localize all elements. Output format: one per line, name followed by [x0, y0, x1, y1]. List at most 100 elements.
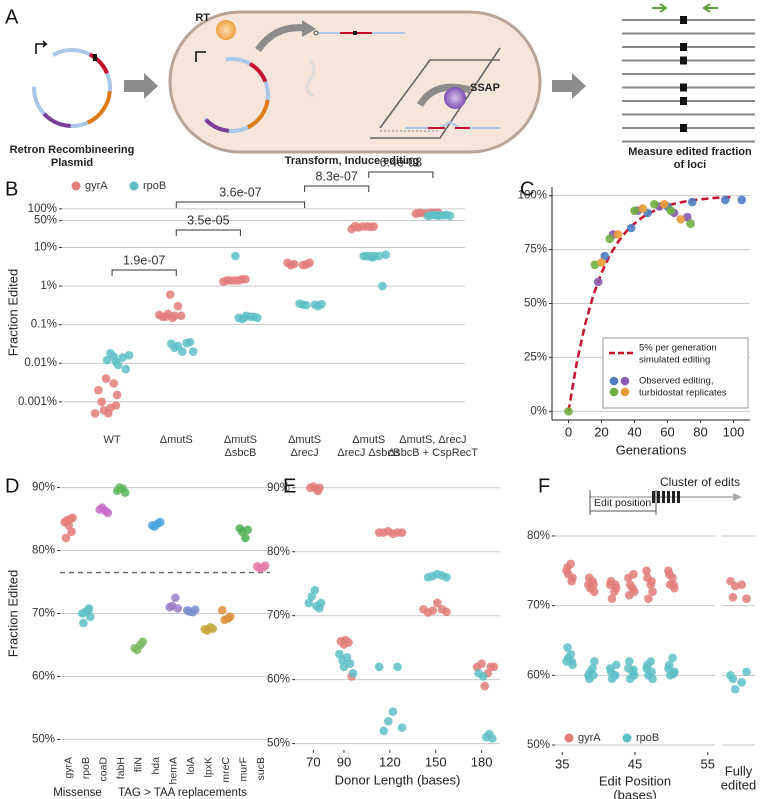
data-point: [737, 195, 747, 205]
y-tick-label: 10%: [34, 241, 57, 253]
x-tick-label: 100: [723, 424, 745, 439]
x-tick-label: 70: [306, 754, 320, 769]
data-point: [742, 594, 751, 603]
data-point: [650, 199, 659, 209]
data-point: [428, 606, 437, 615]
data-point: [567, 576, 576, 586]
data-point: [315, 483, 324, 493]
data-point: [230, 276, 239, 285]
data-point: [208, 624, 218, 633]
end: [313, 30, 319, 36]
x-tick-label: 40: [627, 424, 641, 439]
data-point: [397, 528, 407, 537]
rna: [305, 59, 316, 98]
data-point: [624, 657, 634, 666]
data-point: [686, 219, 695, 228]
data-point: [90, 409, 100, 418]
plasmid-label: Retron Recombineering: [10, 144, 135, 156]
data-point: [345, 659, 355, 668]
data-point: [489, 662, 499, 672]
legend-marker: [71, 181, 81, 191]
data-point: [222, 276, 232, 285]
data-point: [171, 593, 180, 603]
y-tick-label: 50%: [527, 739, 550, 751]
significance-bracket: [368, 171, 434, 178]
data-point: [590, 587, 599, 596]
dna-fork: [370, 47, 501, 139]
plasmid: [194, 56, 270, 133]
data-point: [629, 665, 638, 675]
x-tick-label: 35: [555, 756, 569, 771]
y-axis-label: Fraction Edited: [5, 269, 20, 356]
arrow: [124, 73, 158, 99]
ssap-label: SSAP: [470, 82, 500, 94]
y-tick-label: 1%: [40, 280, 57, 292]
data-point: [414, 208, 424, 218]
x-tick-label: sucB: [255, 757, 267, 780]
data-point: [173, 604, 183, 613]
data-point: [488, 734, 497, 743]
data-point: [97, 397, 106, 407]
legend-marker: [609, 387, 619, 397]
data-point: [155, 517, 165, 527]
legend-label: turbidostat replicates: [639, 388, 727, 399]
data-point: [260, 561, 270, 570]
y-tick-label: 60%: [267, 674, 290, 686]
data-point: [643, 660, 652, 670]
data-point: [112, 390, 122, 400]
y-tick-label: 100%: [518, 190, 547, 202]
x-tick-label: Fully: [725, 763, 753, 778]
x-tick-label: WT: [104, 434, 121, 446]
data-point: [61, 533, 71, 543]
x-tick-label: coaD: [98, 757, 110, 782]
data-point: [610, 580, 620, 590]
data-point: [605, 234, 615, 244]
plasmid-segment: [31, 47, 112, 128]
p-value: 8.3e-07: [315, 169, 357, 183]
promoter: [195, 51, 206, 62]
data-point: [121, 364, 131, 374]
data-point: [564, 407, 573, 416]
x-tick-label: 0: [565, 424, 572, 439]
data-point: [190, 605, 200, 615]
data-point: [666, 206, 676, 216]
x-tick-label: ΔmutS, ΔrecJ: [399, 434, 466, 446]
x-axis-label: (bases): [613, 787, 656, 799]
y-tick-label: 50%: [524, 298, 547, 310]
legend-marker: [609, 376, 619, 386]
schematic-label: Edit position: [594, 497, 651, 509]
data-point: [728, 674, 738, 684]
data-point: [173, 301, 183, 311]
data-point: [625, 580, 635, 590]
data-point: [231, 251, 240, 261]
data-point: [563, 563, 572, 572]
data-point: [344, 638, 353, 647]
data-point: [225, 612, 235, 621]
plasmid-mark: [93, 54, 97, 61]
x-tick-label: ΔmutS: [352, 434, 385, 446]
panel-letter: C: [520, 178, 534, 200]
x-tick-label: 45: [628, 756, 642, 771]
x-tick-label: murF: [238, 757, 250, 782]
p-value: 1.9e-07: [123, 253, 165, 267]
y-tick-label: 0.001%: [18, 396, 57, 408]
panel-letter: D: [5, 475, 19, 497]
data-point: [442, 607, 451, 617]
measure-label: of loci: [674, 159, 706, 171]
data-point: [683, 212, 692, 222]
data-point: [368, 253, 377, 262]
f-schematic: [589, 490, 742, 515]
p-value: 6.4e-08: [380, 155, 422, 169]
legend-label: 5% per generation: [639, 343, 717, 354]
data-point: [138, 637, 148, 647]
ssap-protein: [444, 87, 466, 109]
data-point: [388, 707, 398, 716]
data-point: [217, 606, 227, 615]
arrow: [255, 24, 306, 53]
x-tick-label: ΔsbcB + CspRecT: [388, 447, 478, 459]
data-point: [442, 573, 451, 582]
significance-bracket: [175, 229, 241, 236]
data-point: [731, 581, 740, 591]
data-point: [249, 312, 259, 322]
